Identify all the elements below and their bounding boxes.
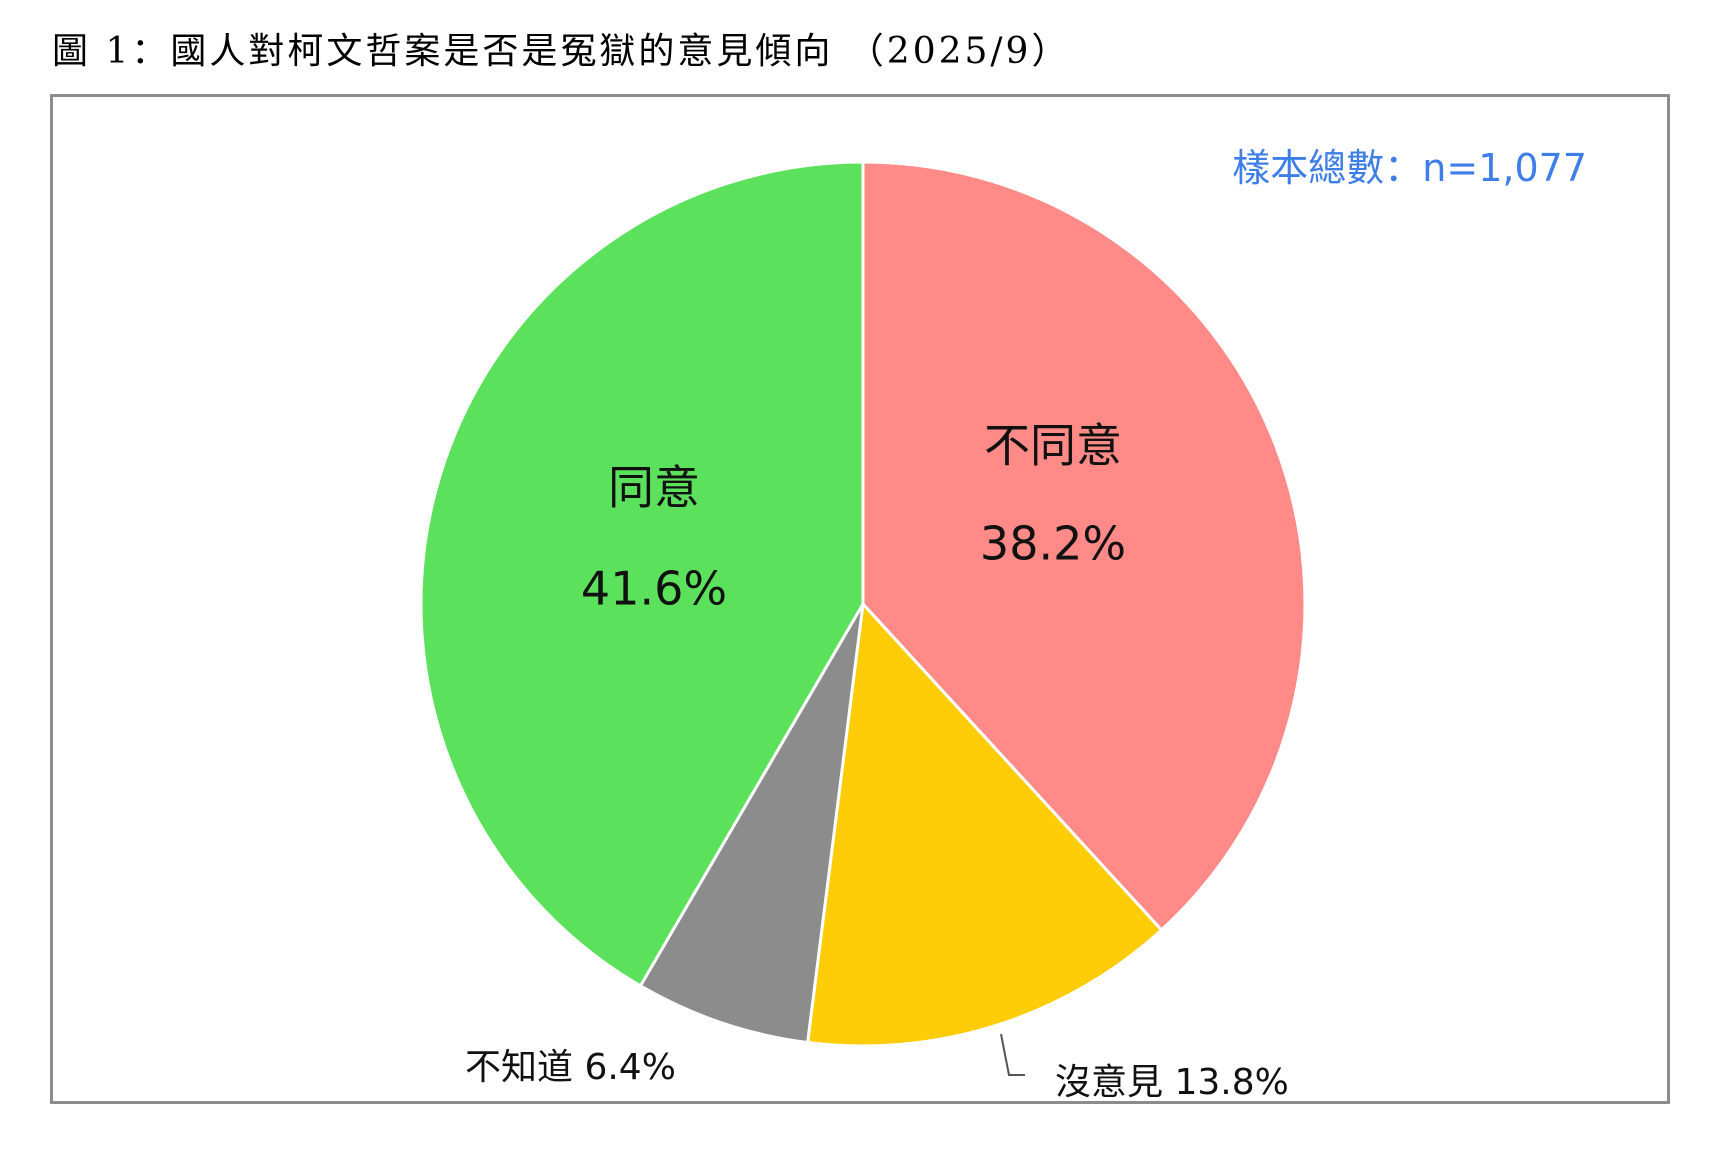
- slice-value-disagree: 38.2%: [980, 517, 1126, 571]
- pie-slice-no-opinion: [805, 600, 1164, 1048]
- sample-size-note: 樣本總數：n=1,077: [1232, 146, 1587, 190]
- chart-frame: 樣本總數：n=1,077 不同意 38.2% 沒意見 13.8% 不知道 6.4% 同意…: [50, 94, 1670, 1104]
- pie-slice-disagree: [861, 160, 1307, 933]
- slice-label-no-opinion: 沒意見 13.8%: [1055, 1062, 1289, 1101]
- figure-caption: 圖 1：國人對柯文哲案是否是冤獄的意見傾向 （2025/9）: [52, 31, 1071, 72]
- pie-slice-dont-know: [638, 603, 865, 1045]
- slice-value-agree: 41.6%: [581, 562, 727, 616]
- slice-label-dont-know: 不知道 6.4%: [465, 1047, 676, 1088]
- slice-label-disagree: 不同意: [984, 419, 1122, 473]
- leader-line-no-opinion: [1000, 1033, 1025, 1076]
- slice-label-agree: 同意: [608, 461, 700, 515]
- pie-slice-agree: [419, 160, 865, 988]
- pie-chart: 不同意 38.2% 沒意見 13.8% 不知道 6.4% 同意 41.6%: [419, 160, 1307, 1101]
